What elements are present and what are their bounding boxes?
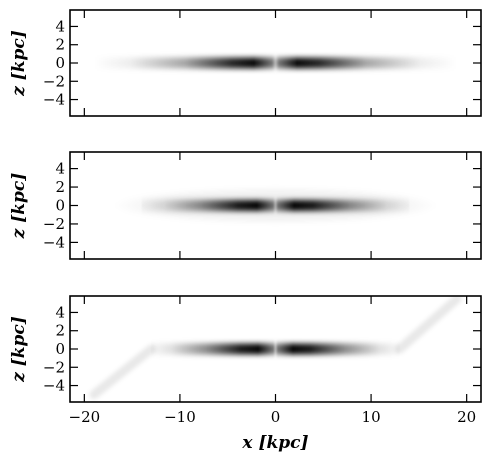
panel-bottom-y-axis-label: z [kpc] <box>9 316 29 383</box>
panel-top-y-tick-label: 4 <box>55 17 65 35</box>
panel-bottom-x-tick-label: 10 <box>362 408 381 426</box>
panel-top-x-ticks <box>83 10 468 116</box>
panel-bottom-x-tick-label: 0 <box>271 408 281 426</box>
panel-bottom-y-tick-label: −4 <box>43 377 65 395</box>
panel-top-y-axis-label: z [kpc] <box>9 30 29 97</box>
panel-top-density-map <box>93 57 458 69</box>
panel-bottom-y-tick-label: 4 <box>55 303 65 321</box>
panel-bottom-x-ticks: −20 −10 0 10 20 <box>69 296 476 426</box>
panel-bottom-disk <box>151 343 400 355</box>
panel-bottom-density-map <box>89 296 462 400</box>
panel-top-y-tick-label: 2 <box>55 36 65 54</box>
panel-middle-y-axis-label: z [kpc] <box>9 173 29 240</box>
panel-bottom-y-tick-label: −2 <box>43 358 65 376</box>
panel-bottom-x-tick-label: −20 <box>69 408 101 426</box>
panel-middle-y-tick-label: −4 <box>43 233 65 251</box>
panel-bottom-x-tick-label: −10 <box>164 408 196 426</box>
panel-bottom-y-tick-label: 2 <box>55 322 65 340</box>
panel-middle-y-tick-label: 2 <box>55 178 65 196</box>
panel-bottom-x-axis-label: x [kpc] <box>241 433 308 453</box>
panel-middle-disk <box>141 199 410 212</box>
panel-bottom-warp-arm-1 <box>395 296 462 354</box>
panel-top-y-tick-label: −4 <box>43 91 65 109</box>
panel-middle-density-map <box>113 187 438 224</box>
panel-bottom-warp-arm-2 <box>89 344 156 400</box>
panel-middle-y-tick-label: 4 <box>55 160 65 178</box>
panel-top-y-tick-label: −2 <box>43 72 65 90</box>
panel-bottom-x-tick-label: 20 <box>457 408 476 426</box>
panel-bottom-y-tick-label: 0 <box>55 340 65 358</box>
panel-middle-x-ticks <box>83 152 468 259</box>
panel-middle-y-tick-label: 0 <box>55 197 65 215</box>
panel-top-disk <box>93 57 458 69</box>
panel-middle-y-tick-label: −2 <box>43 215 65 233</box>
panel-top-y-tick-label: 0 <box>55 54 65 72</box>
